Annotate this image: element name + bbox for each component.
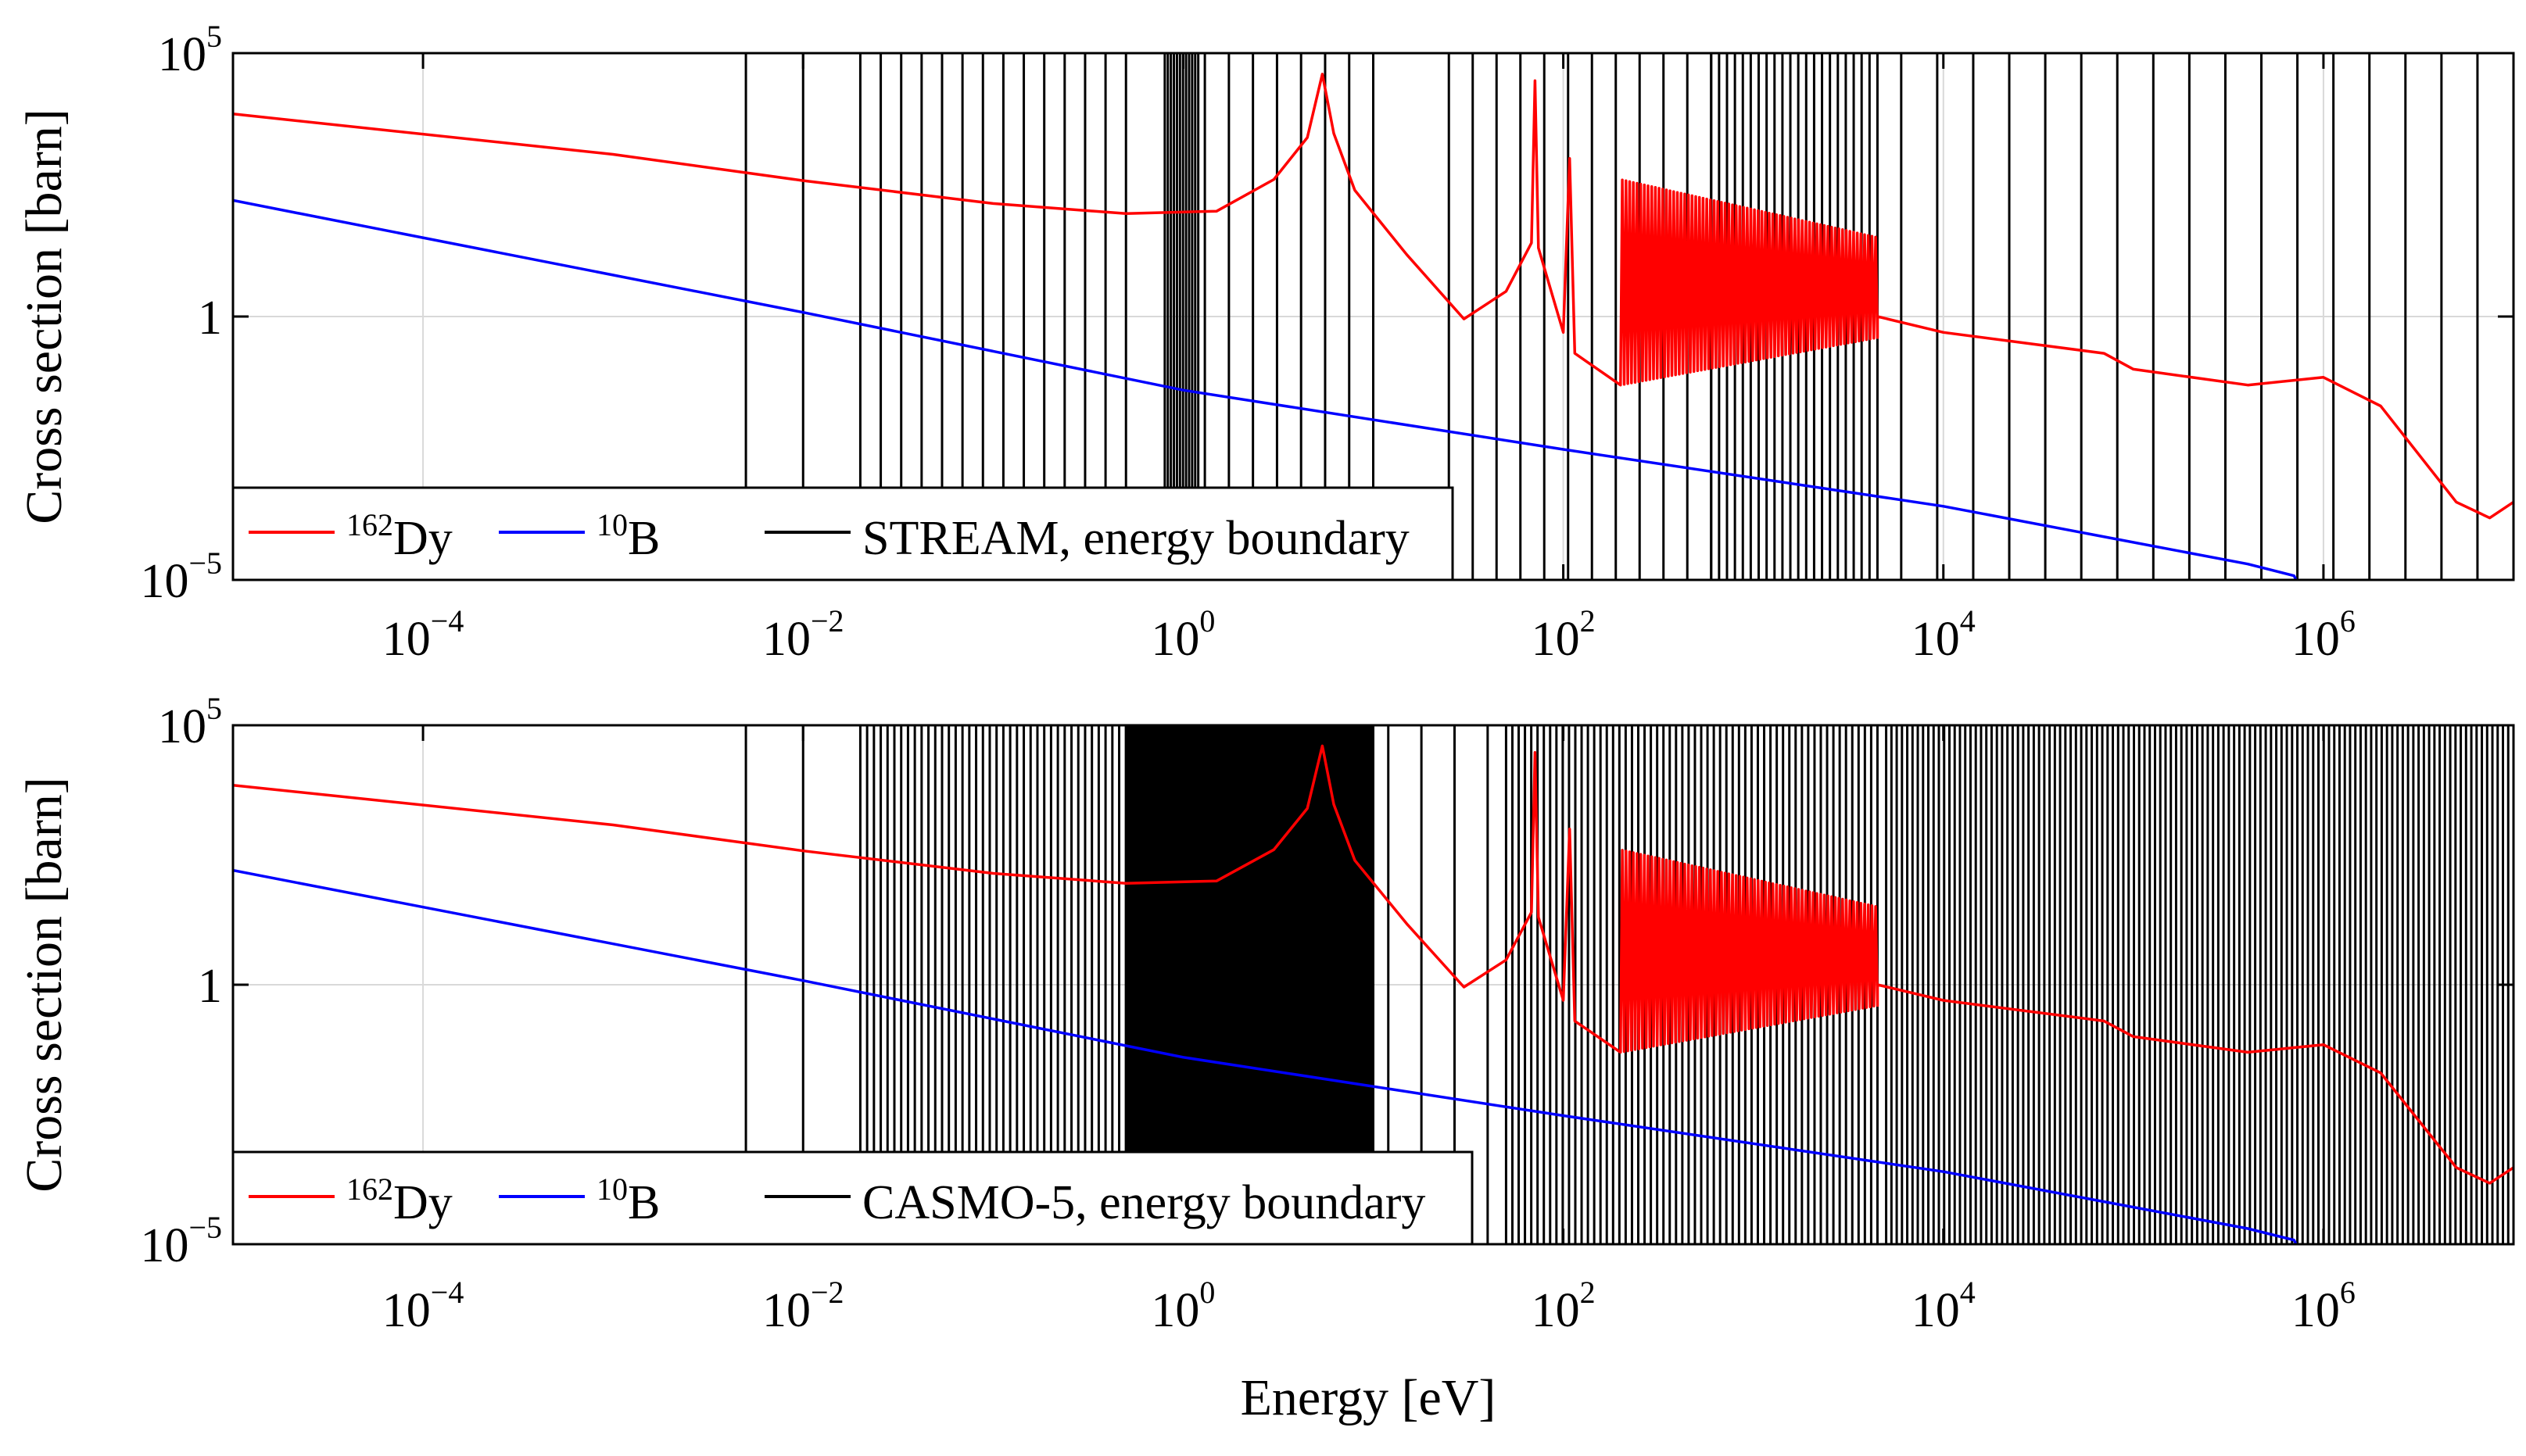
y-tick-label: 105 bbox=[158, 691, 222, 753]
legend: 162Dy 10B CASMO-5, energy boundary bbox=[231, 1150, 1474, 1246]
x-tick-label: 10−2 bbox=[762, 1275, 844, 1337]
legend-label: 10B bbox=[597, 1172, 660, 1229]
x-tick-label: 10−2 bbox=[762, 603, 844, 666]
y-tick-label: 1 bbox=[198, 960, 222, 1013]
y-axis-label: Cross section [barn] bbox=[16, 777, 73, 1193]
x-tick-label: 106 bbox=[2291, 1275, 2356, 1337]
top-panel: 10−4 10−2 100 102 104 106 10−5 1 105 Cross sectio… bbox=[16, 19, 2515, 666]
y-tick-label: 105 bbox=[158, 19, 222, 81]
legend-label: STREAM, energy boundary bbox=[862, 512, 1410, 565]
x-tick-label: 104 bbox=[1912, 603, 1976, 666]
bottom-panel: 10−4 10−2 100 102 104 106 10−5 1 105 Cross sectio… bbox=[16, 691, 2515, 1337]
legend-label: 162Dy bbox=[346, 1172, 453, 1229]
series-10b-line bbox=[233, 868, 2298, 1244]
x-tick-label: 10−4 bbox=[382, 603, 464, 666]
x-tick-label: 100 bbox=[1151, 1275, 1215, 1337]
x-axis-label: Energy [eV] bbox=[1241, 1369, 1496, 1426]
legend-label: 10B bbox=[597, 507, 660, 565]
legend-label: 162Dy bbox=[346, 507, 453, 565]
x-tick-label: 102 bbox=[1532, 1275, 1596, 1337]
x-tick-label: 100 bbox=[1151, 603, 1215, 666]
x-tick-label: 104 bbox=[1912, 1275, 1976, 1337]
y-tick-label: 1 bbox=[198, 292, 222, 345]
series-10b-line bbox=[233, 199, 2298, 580]
y-axis-label: Cross section [barn] bbox=[16, 109, 73, 524]
legend: 162Dy 10B STREAM, energy boundary bbox=[231, 486, 1454, 581]
series-162dy-line bbox=[233, 744, 2513, 1185]
series-162dy-line bbox=[233, 73, 2513, 520]
x-tick-label: 102 bbox=[1532, 603, 1596, 666]
y-tick-label: 10−5 bbox=[140, 546, 222, 608]
x-tick-label: 106 bbox=[2291, 603, 2356, 666]
legend-box bbox=[231, 1150, 1474, 1246]
legend-label: CASMO-5, energy boundary bbox=[862, 1176, 1425, 1229]
y-tick-label: 10−5 bbox=[140, 1210, 222, 1272]
x-tick-label: 10−4 bbox=[382, 1275, 464, 1337]
